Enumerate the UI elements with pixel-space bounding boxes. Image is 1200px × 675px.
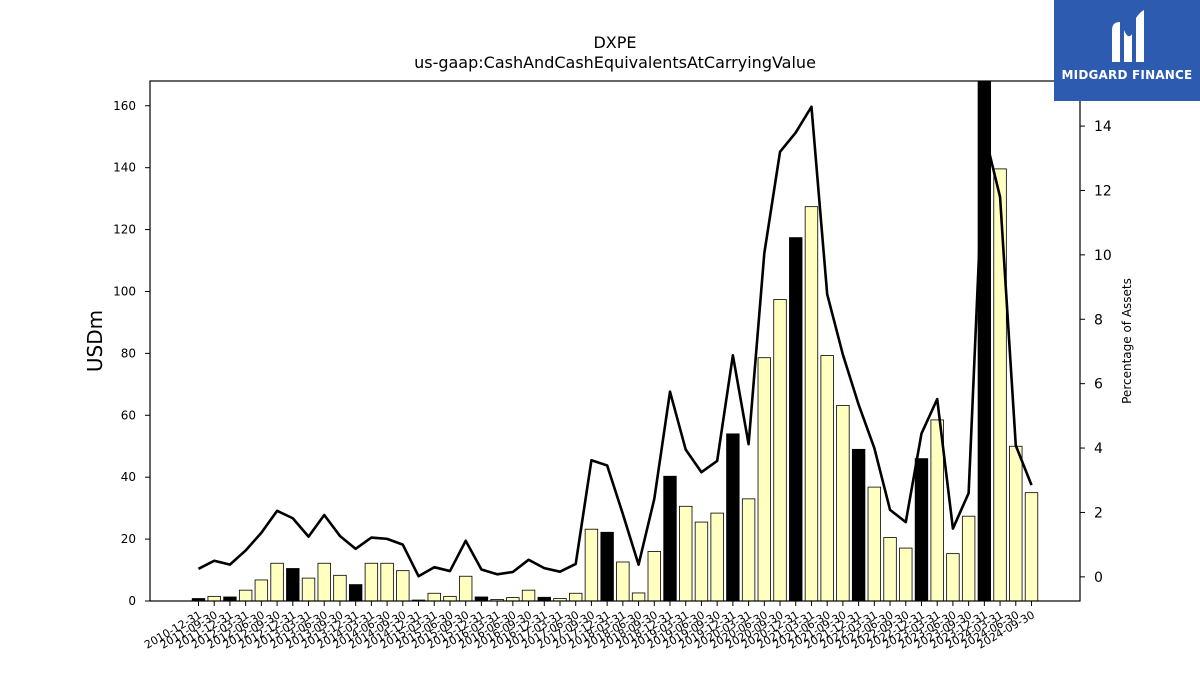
- bar-2021-06-30: [820, 355, 834, 602]
- bar-2021-09-30: [836, 404, 850, 602]
- logo-text: MIDGARD FINANCE: [1061, 68, 1193, 82]
- y2-tick-label: 12: [1094, 183, 1112, 199]
- y-tick-label: 60: [121, 408, 136, 422]
- chart-title: DXPE: [593, 33, 636, 52]
- y-tick-label: 160: [113, 99, 136, 113]
- bar-2012-12-31: [286, 568, 300, 602]
- y2-tick-label: 6: [1094, 377, 1103, 393]
- midgard-finance-logo: MIDGARD FINANCE: [1054, 0, 1200, 101]
- y-tick-label: 120: [113, 223, 136, 237]
- bar-2015-09-30: [458, 575, 473, 602]
- bar-2022-03-31: [867, 486, 882, 602]
- bar-2023-03-31: [930, 419, 944, 602]
- bar-2020-09-30: [773, 299, 787, 602]
- bar-2020-03-31: [741, 498, 756, 602]
- y-tick-label: 100: [113, 284, 136, 298]
- bar-2024-06-30: [1009, 445, 1023, 602]
- bar-series: [191, 80, 1039, 602]
- bar-2019-06-30: [694, 521, 709, 602]
- bar-2024-03-31: [993, 168, 1007, 602]
- bar-2023-09-30: [961, 515, 976, 602]
- bar-2019-03-31: [679, 505, 693, 602]
- bar-2013-12-31: [348, 584, 363, 602]
- right-y-axis: 0 2 4 6 8 10 12 14: [1080, 119, 1112, 586]
- bar-2014-03-31: [364, 562, 379, 602]
- bar-2018-03-31: [616, 561, 630, 602]
- bar-2018-09-30: [647, 551, 661, 602]
- bar-2021-12-31: [851, 448, 866, 602]
- bar-2022-06-30: [883, 537, 897, 602]
- bar-2012-03-31: [238, 589, 253, 602]
- bar-2019-09-30: [710, 512, 724, 602]
- bar-2012-06-30: [254, 579, 269, 602]
- bar-2023-06-30: [946, 553, 960, 602]
- x-axis: 2010-12-312011-09-302011-12-312012-03-31…: [142, 601, 1037, 652]
- bar-2015-12-31: [474, 596, 489, 602]
- bar-2016-09-30: [521, 589, 536, 602]
- bar-2017-09-30: [584, 528, 599, 602]
- plot-frame: [149, 80, 1081, 602]
- y-tick-label: 40: [121, 470, 136, 484]
- y2-tick-label: 4: [1094, 441, 1103, 457]
- bar-2013-09-30: [333, 574, 347, 602]
- bar-2018-12-31: [663, 475, 677, 602]
- bar-2018-06-30: [631, 592, 646, 602]
- bar-2014-09-30: [396, 570, 410, 602]
- bar-2011-09-30: [207, 595, 221, 602]
- bar-2022-12-31: [914, 458, 929, 602]
- bar-2017-12-31: [600, 531, 614, 602]
- percentage-line-series: [197, 105, 1033, 578]
- chart-subtitle: us-gaap:CashAndCashEquivalentsAtCarrying…: [414, 53, 816, 72]
- y2-axis-label: Percentage of Assets: [1120, 278, 1134, 404]
- y2-tick-label: 14: [1094, 119, 1112, 135]
- left-y-axis: 0 20 40 60 80 100 120 140 160: [113, 99, 150, 608]
- bar-2020-06-30: [757, 357, 771, 602]
- bar-2022-09-30: [899, 547, 913, 602]
- y-tick-label: 140: [113, 161, 136, 175]
- bar-2013-06-30: [317, 562, 331, 602]
- bar-2012-09-30: [270, 562, 284, 602]
- bar-2019-12-31: [726, 433, 740, 602]
- bar-2015-06-30: [443, 595, 457, 602]
- midgard-logo-icon: [1112, 10, 1144, 62]
- y-axis-label: USDm: [83, 310, 107, 372]
- y2-tick-label: 2: [1094, 505, 1103, 521]
- y-tick-label: 20: [121, 532, 136, 546]
- y-tick-label: 0: [128, 594, 136, 608]
- bar-2021-03-31: [804, 206, 819, 602]
- y2-tick-label: 0: [1094, 570, 1103, 586]
- bar-2017-06-30: [569, 592, 583, 602]
- bar-2014-06-30: [380, 562, 394, 602]
- percentage-line: [197, 105, 1033, 578]
- y2-tick-label: 10: [1094, 248, 1112, 264]
- bar-2011-12-31: [223, 596, 237, 602]
- bar-2024-09-30: [1024, 492, 1039, 602]
- y2-tick-label: 8: [1094, 312, 1103, 328]
- y-tick-label: 80: [121, 346, 136, 360]
- bar-2013-03-31: [301, 577, 316, 602]
- bar-2020-12-31: [789, 237, 803, 602]
- bar-2015-03-31: [427, 592, 441, 602]
